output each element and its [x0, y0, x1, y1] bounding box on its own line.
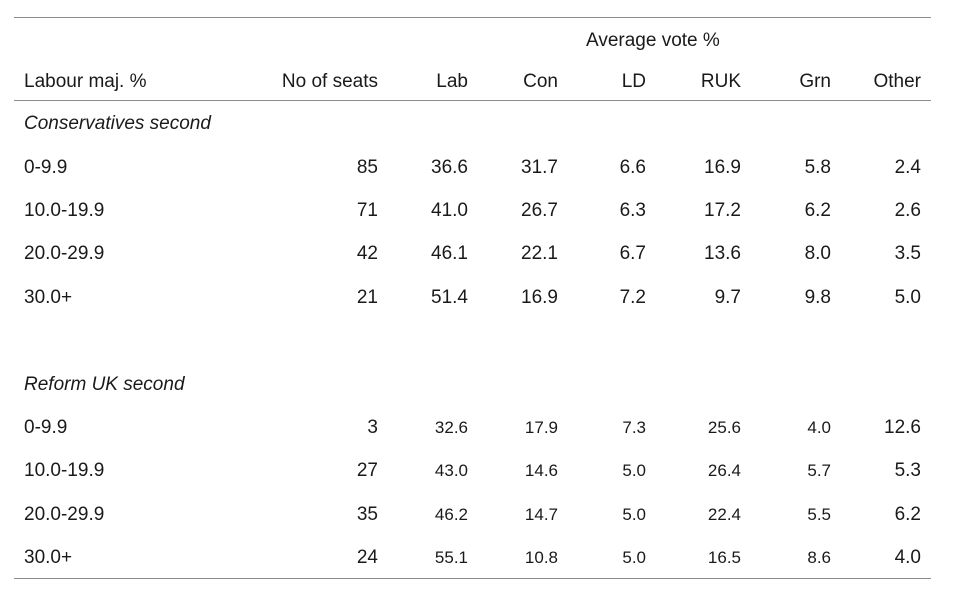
table-cell-label: 30.0+	[24, 547, 73, 568]
table-cell-ld: 6.7	[619, 243, 646, 264]
table-cell-label: 20.0-29.9	[24, 504, 105, 525]
column-header-con: Con	[523, 71, 558, 92]
section-label: Conservatives second	[24, 113, 211, 134]
table-cell-seats: 71	[356, 200, 378, 221]
table-cell-grn: 8.0	[804, 243, 831, 264]
table-cell-con: 16.9	[521, 287, 558, 308]
table-cell-other: 5.3	[894, 460, 921, 481]
table-cell-other: 2.4	[894, 157, 921, 178]
bottom-rule	[14, 578, 931, 579]
column-header-ld: LD	[621, 71, 646, 92]
table-cell-con: 10.8	[524, 548, 558, 567]
table-cell-other: 3.5	[894, 243, 921, 264]
section-label: Reform UK second	[24, 374, 185, 395]
table-cell-con: 14.7	[524, 505, 558, 524]
table-cell-grn: 4.0	[807, 418, 831, 437]
table-cell-ld: 6.6	[619, 157, 646, 178]
table-cell-lab: 36.6	[431, 157, 468, 178]
column-header-labour-majority: Labour maj. %	[24, 71, 147, 92]
table-cell-label: 0-9.9	[24, 417, 68, 438]
table-cell-con: 26.7	[521, 200, 558, 221]
column-header-ruk: RUK	[700, 71, 741, 92]
table-cell-con: 22.1	[521, 243, 558, 264]
table-cell-label: 0-9.9	[24, 157, 68, 178]
header-rule	[14, 100, 931, 101]
table-cell-ruk: 16.5	[707, 548, 741, 567]
table-cell-label: 30.0+	[24, 287, 73, 308]
table-cell-grn: 8.6	[807, 548, 831, 567]
table-cell-other: 12.6	[884, 417, 921, 438]
table-cell-seats: 24	[356, 547, 378, 568]
table-cell-label: 10.0-19.9	[24, 460, 105, 481]
table-cell-seats: 85	[356, 157, 378, 178]
table-cell-con: 17.9	[524, 418, 558, 437]
table-cell-lab: 46.2	[434, 505, 468, 524]
table-cell-lab: 32.6	[434, 418, 468, 437]
table-cell-con: 14.6	[524, 461, 558, 480]
table-cell-ruk: 16.9	[704, 157, 741, 178]
group-header-average-vote: Average vote %	[586, 30, 720, 51]
column-header-other: Other	[873, 71, 921, 92]
table-cell-ruk: 13.6	[704, 243, 741, 264]
table-cell-label: 20.0-29.9	[24, 243, 105, 264]
table-cell-seats: 35	[356, 504, 378, 525]
table-cell-ruk: 22.4	[707, 505, 741, 524]
table-cell-grn: 5.8	[804, 157, 831, 178]
top-rule	[14, 17, 931, 18]
table-cell-con: 31.7	[521, 157, 558, 178]
table-cell-ld: 5.0	[622, 548, 646, 567]
table-cell-lab: 46.1	[431, 243, 468, 264]
table-cell-seats: 3	[367, 417, 378, 438]
table-cell-seats: 27	[356, 460, 378, 481]
table-cell-other: 6.2	[894, 504, 921, 525]
table-cell-grn: 6.2	[804, 200, 831, 221]
table-cell-grn: 5.7	[807, 461, 831, 480]
table-cell-ruk: 9.7	[714, 287, 741, 308]
column-header-lab: Lab	[436, 71, 468, 92]
table-cell-other: 5.0	[894, 287, 921, 308]
table-cell-ld: 7.2	[619, 287, 646, 308]
table-cell-lab: 43.0	[434, 461, 468, 480]
table-cell-lab: 55.1	[434, 548, 468, 567]
table-cell-lab: 51.4	[431, 287, 468, 308]
table-cell-ld: 7.3	[622, 418, 646, 437]
column-header-grn: Grn	[799, 71, 831, 92]
table-cell-ld: 5.0	[622, 505, 646, 524]
table-cell-other: 4.0	[894, 547, 921, 568]
table-cell-grn: 9.8	[804, 287, 831, 308]
table-cell-ld: 5.0	[622, 461, 646, 480]
table-cell-ruk: 25.6	[707, 418, 741, 437]
table-cell-lab: 41.0	[431, 200, 468, 221]
table-cell-seats: 21	[356, 287, 378, 308]
column-header-no-of-seats: No of seats	[281, 71, 378, 92]
table-cell-ruk: 17.2	[704, 200, 741, 221]
table-cell-seats: 42	[356, 243, 378, 264]
table-cell-label: 10.0-19.9	[24, 200, 105, 221]
table-cell-grn: 5.5	[807, 505, 831, 524]
table-cell-other: 2.6	[894, 200, 921, 221]
table-cell-ruk: 26.4	[707, 461, 741, 480]
table-cell-ld: 6.3	[619, 200, 646, 221]
